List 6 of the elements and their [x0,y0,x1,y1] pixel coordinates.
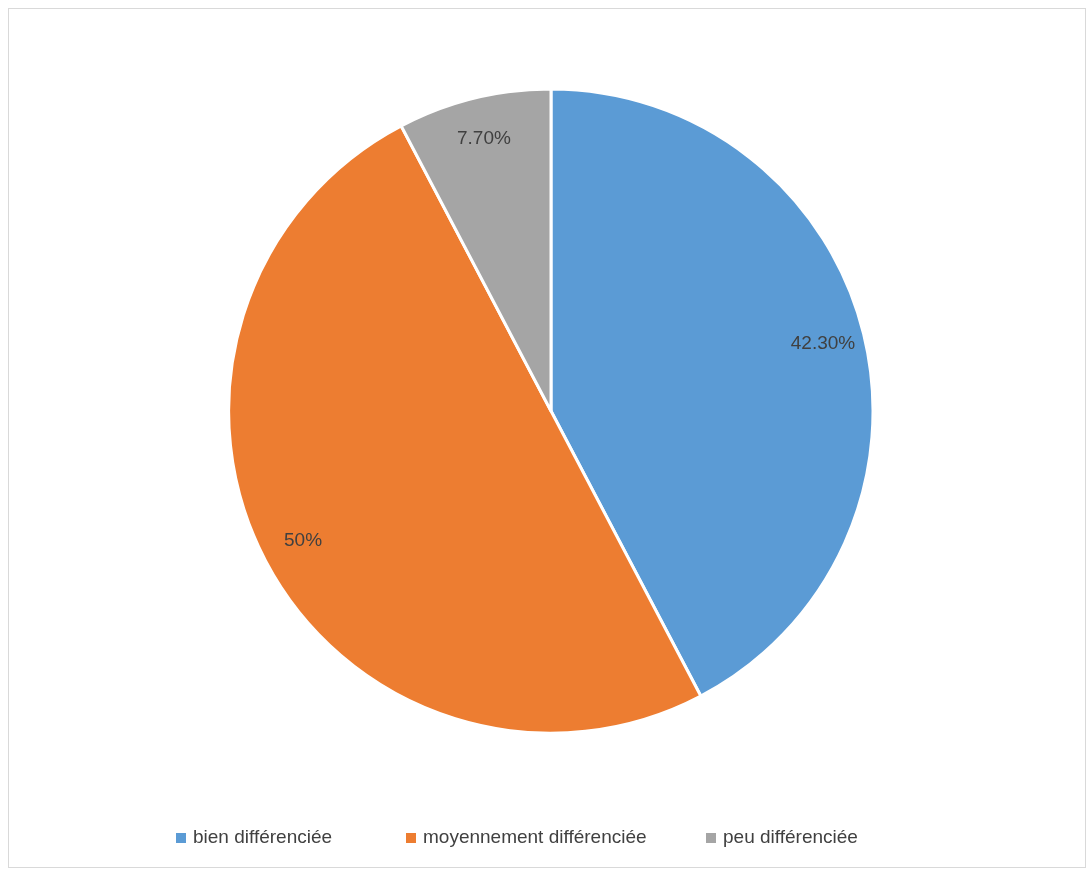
data-label: 7.70% [456,127,511,149]
data-label: 50% [284,529,323,551]
legend-label: bien différenciée [193,826,333,848]
legend-label: peu différenciée [723,826,858,848]
legend-label: moyennement différenciée [423,826,647,848]
data-label: 42.30% [790,331,856,353]
